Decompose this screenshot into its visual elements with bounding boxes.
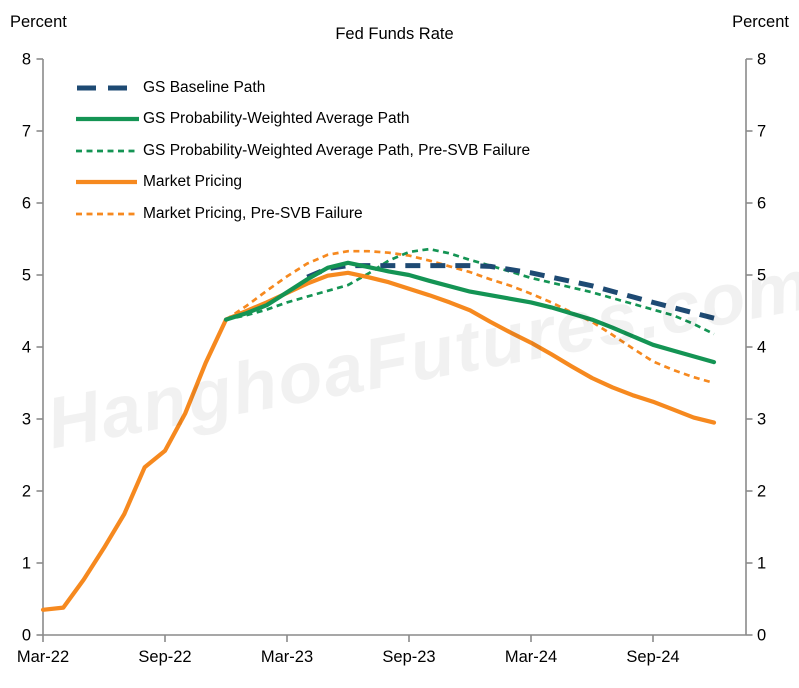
legend: GS Baseline Path GS Probability-Weighted…	[76, 72, 530, 230]
series-line-market-pricing-pre-svb-failure	[225, 249, 715, 385]
y-tick-label-left: 6	[22, 195, 31, 213]
x-tick-label: Mar-23	[261, 648, 313, 666]
x-tick-label: Mar-22	[17, 648, 69, 666]
legend-item-gs-probability-weighted-path: GS Probability-Weighted Average Path	[76, 104, 530, 136]
y-tick-label-right: 3	[757, 411, 766, 429]
legend-swatch-solid-green-line	[76, 117, 139, 122]
y-axis-unit-right: Percent	[732, 13, 789, 31]
y-tick-label-left: 3	[22, 411, 31, 429]
y-tick-label-right: 2	[757, 483, 766, 501]
y-tick-label-left: 8	[22, 51, 31, 69]
y-tick-label-left: 7	[22, 123, 31, 141]
y-tick-label-right: 5	[757, 267, 766, 285]
y-tick-label-left: 5	[22, 267, 31, 285]
y-tick-label-right: 6	[757, 195, 766, 213]
chart-title: Fed Funds Rate	[335, 25, 454, 43]
y-tick-label-right: 0	[757, 627, 766, 645]
series-line-gs-probability-weighted-average-path	[223, 260, 717, 365]
x-tick-label: Sep-23	[382, 648, 435, 666]
x-tick-label: Sep-22	[138, 648, 191, 666]
y-tick-label-right: 7	[757, 123, 766, 141]
legend-label: Market Pricing, Pre-SVB Failure	[143, 204, 363, 222]
y-tick-label-left: 4	[22, 339, 31, 357]
y-axis-unit-left: Percent	[10, 13, 67, 31]
y-tick-label-left: 0	[22, 627, 31, 645]
legend-item-market-pricing: Market Pricing	[76, 167, 530, 199]
legend-item-gs-probability-weighted-path-pre-svb: GS Probability-Weighted Average Path, Pr…	[76, 135, 530, 167]
y-tick-label-right: 8	[757, 51, 766, 69]
legend-label: Market Pricing	[143, 173, 243, 191]
legend-item-market-pricing-pre-svb: Market Pricing, Pre-SVB Failure	[76, 198, 530, 230]
x-tick-label: Mar-24	[505, 648, 557, 666]
legend-swatch-dashed-navy-line	[77, 85, 128, 91]
legend-item-gs-baseline-path: GS Baseline Path	[76, 72, 530, 104]
y-tick-label-left: 1	[22, 555, 31, 573]
y-tick-label-left: 2	[22, 483, 31, 501]
y-tick-label-right: 1	[757, 555, 766, 573]
x-tick-label: Sep-24	[626, 648, 679, 666]
legend-swatch-dashed-orange-line	[76, 212, 138, 216]
legend-label: GS Probability-Weighted Average Path	[143, 110, 410, 128]
legend-swatch-dashed-green-line	[76, 149, 138, 153]
series-line-gs-probability-weighted-average-path-pre-svb-failure	[225, 247, 715, 336]
legend-swatch-solid-orange-line	[76, 180, 137, 185]
series-line-market-pricing	[40, 270, 717, 612]
legend-label: GS Baseline Path	[143, 78, 266, 96]
legend-label: GS Probability-Weighted Average Path, Pr…	[143, 141, 531, 159]
y-tick-label-right: 4	[757, 339, 766, 357]
